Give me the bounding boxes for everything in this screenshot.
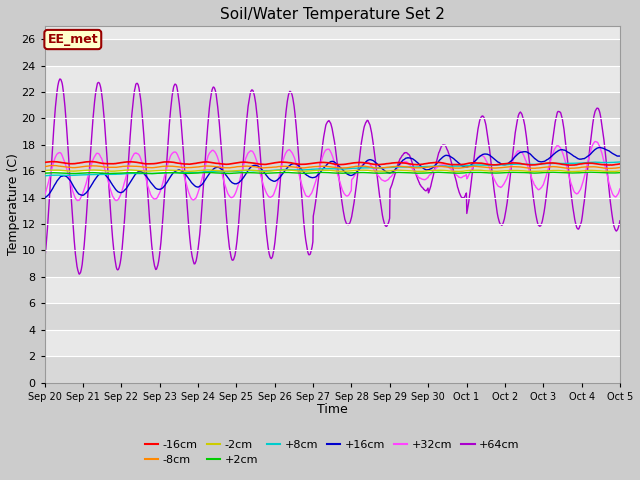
Y-axis label: Temperature (C): Temperature (C) (7, 153, 20, 255)
Legend: -16cm, -8cm, -2cm, +2cm, +8cm, +16cm, +32cm, +64cm: -16cm, -8cm, -2cm, +2cm, +8cm, +16cm, +3… (141, 435, 524, 470)
X-axis label: Time: Time (317, 403, 348, 416)
Bar (45, 39, 620, 65)
Bar (45, 303, 620, 330)
Bar (45, 145, 620, 171)
Text: EE_met: EE_met (47, 33, 98, 46)
Bar (45, 356, 620, 383)
Bar (45, 198, 620, 224)
Bar (45, 92, 620, 119)
Title: Soil/Water Temperature Set 2: Soil/Water Temperature Set 2 (220, 7, 445, 22)
Bar (45, 251, 620, 277)
